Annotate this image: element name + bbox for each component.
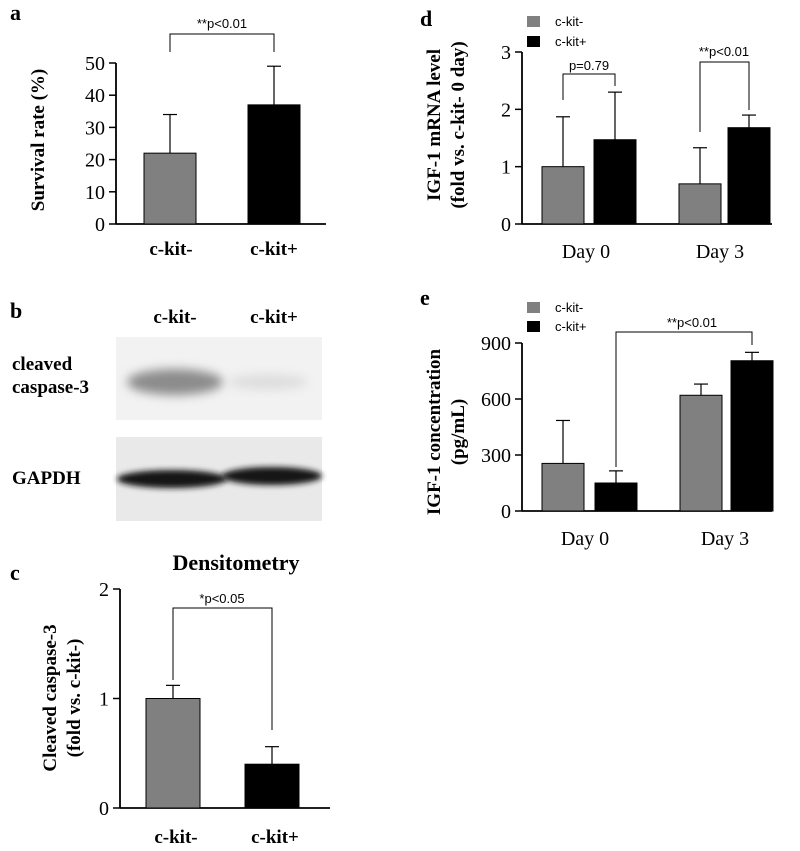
chart-c-title: Densitometry [172,550,299,575]
panel-b-letter: b [10,298,22,323]
chart-d-ytick-label-1: 1 [501,157,511,179]
chart-a-category-0: c-kit- [149,239,192,260]
chart-e-bars [541,351,774,512]
blot-row2-label: GAPDH [12,468,81,489]
blot-row1-label-line1: cleaved [12,354,73,375]
chart-e-sig-label: **p<0.01 [667,315,717,330]
chart-c: Densitometry Cleaved caspase-3 (fold vs.… [40,550,330,848]
chart-d-s0-c1-bar [678,183,722,225]
chart-c-0-bar [145,698,201,809]
chart-a-sig-label: **p<0.01 [197,16,247,31]
chart-c-1-bar [244,763,300,809]
panel-d-letter: d [420,6,432,31]
chart-e-ticks: 0 300 600 900 [481,333,522,523]
chart-d-ytick-label-0: 0 [501,214,511,236]
chart-e: IGF-1 concentration (pg/mL) 0 300 600 900 D… [424,300,774,550]
chart-d-legend-swatch-1 [527,36,540,47]
chart-e-ytick-label-3: 900 [481,333,511,355]
chart-d: IGF-1 mRNA level (fold vs. c-kit- 0 day)… [424,14,772,263]
chart-c-ytick-label-1: 1 [99,689,109,711]
chart-e-legend-swatch-0 [527,302,540,313]
chart-d-legend-label-1: c-kit+ [555,34,586,49]
chart-a-category-1: c-kit+ [250,239,298,260]
chart-e-s0-c0-bar [541,462,585,512]
chart-e-s0-c1-bar [679,394,723,512]
chart-a-ylabel: Survival rate (%) [28,69,49,211]
chart-d-bracket-day0 [562,73,616,100]
chart-e-s1-c0-bar [594,482,638,512]
chart-d-ylabel-line1: IGF-1 mRNA level [424,49,445,201]
chart-d-ticks: 0 1 2 3 [501,42,522,236]
chart-e-legend-label-1: c-kit+ [555,319,586,334]
chart-d-legend-swatch-0 [527,16,540,27]
chart-c-ytick-label-0: 0 [99,798,109,820]
chart-c-ytick-label-2: 2 [99,579,109,601]
chart-e-ytick-label-1: 300 [481,445,511,467]
chart-d-s1-c0-bar [593,139,637,225]
chart-a-ytick-label-2: 20 [85,150,105,172]
chart-a-0-bar [143,152,197,225]
chart-c-bars [145,684,300,809]
chart-d-ytick-label-3: 3 [501,42,511,64]
chart-e-sig-bracket [615,331,753,467]
chart-d-ylabel-line2: (fold vs. c-kit- 0 day) [448,41,469,208]
western-blot: c-kit- c-kit+ cleaved caspase-3 GAPDH [12,307,322,521]
panel-a-letter: a [10,0,21,25]
blot-band-gapdh-lane0 [117,470,227,488]
chart-c-ticks: 0 1 2 [99,579,120,820]
blot-lane-label-1: c-kit+ [250,307,298,328]
chart-e-legend-swatch-1 [527,321,540,332]
panel-c-letter: c [10,560,20,585]
chart-d-ytick-label-2: 2 [501,99,511,121]
chart-e-ytick-label-2: 600 [481,389,511,411]
chart-d-sig-label-day0: p=0.79 [569,58,609,73]
chart-a-1-bar [247,104,301,225]
chart-a-ytick-label-1: 10 [85,182,105,204]
chart-a-ytick-label-0: 0 [95,214,105,236]
chart-c-category-1: c-kit+ [251,827,299,848]
chart-c-ylabel-line1: Cleaved caspase-3 [40,624,61,771]
blot-band-caspase-lane1 [228,374,308,390]
chart-d-category-1: Day 3 [696,241,744,263]
chart-a: Survival rate (%) 0 10 20 30 40 50 c-kit- c-k… [28,16,326,260]
chart-a-ytick-label-4: 40 [85,85,105,107]
chart-a-bars [143,65,301,225]
blot-lane-label-0: c-kit- [153,307,196,328]
chart-a-sig-bracket [169,33,275,52]
blot-band-gapdh-lane1 [222,467,322,485]
chart-e-ylabel-line2: (pg/mL) [448,399,469,466]
chart-e-category-1: Day 3 [701,528,749,550]
chart-d-bracket-day3 [699,61,750,132]
chart-e-s1-c1-bar [730,360,774,512]
chart-e-legend-label-0: c-kit- [555,300,583,315]
chart-c-sig-label: *p<0.05 [199,591,244,606]
chart-d-legend-label-0: c-kit- [555,14,583,29]
chart-c-sig-bracket [172,607,273,730]
chart-a-ticks: 0 10 20 30 40 50 [85,53,116,236]
chart-c-category-0: c-kit- [154,827,197,848]
panel-e-letter: e [420,285,430,310]
chart-d-bars [541,91,771,225]
chart-e-ylabel-line1: IGF-1 concentration [424,348,445,515]
chart-a-ytick-label-3: 30 [85,117,105,139]
chart-c-ylabel-line2: (fold vs. c-kit-) [64,639,85,758]
chart-d-s1-c1-bar [727,127,771,225]
chart-e-ytick-label-0: 0 [501,501,511,523]
chart-e-category-0: Day 0 [561,528,609,550]
blot-row1-label-line2: caspase-3 [12,377,89,398]
chart-a-ytick-label-5: 50 [85,53,105,75]
chart-d-s0-c0-bar [541,166,585,225]
blot-band-caspase-lane0 [127,369,223,395]
chart-d-sig-label-day3: **p<0.01 [699,44,749,59]
chart-d-category-0: Day 0 [562,241,610,263]
